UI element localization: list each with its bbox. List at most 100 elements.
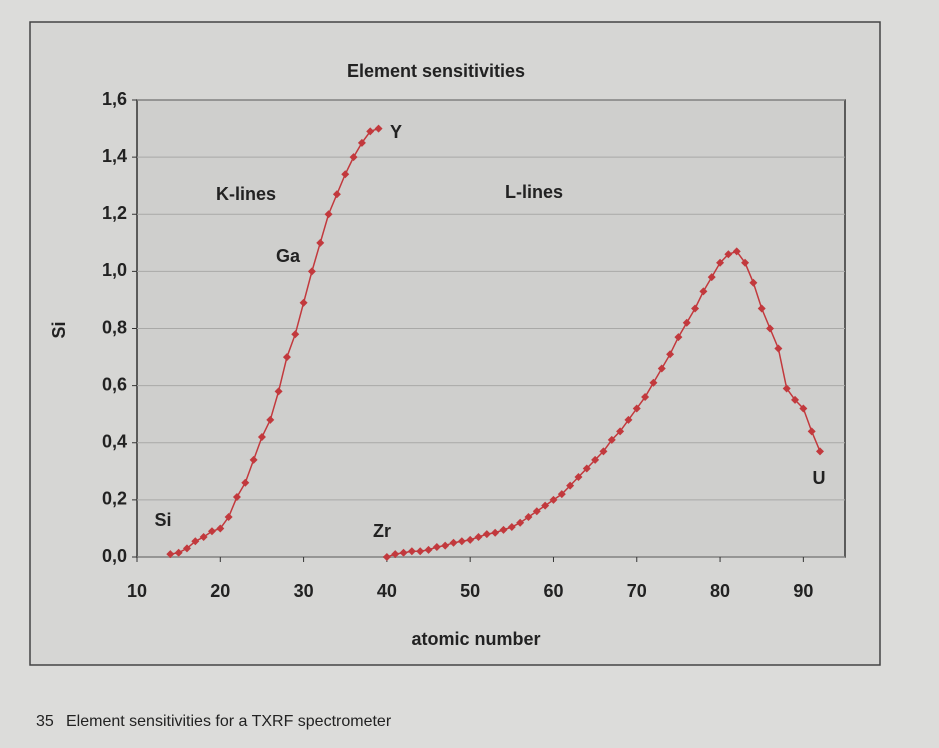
marker bbox=[799, 404, 808, 413]
y-tick-label: 1,4 bbox=[102, 146, 127, 166]
marker bbox=[632, 404, 641, 413]
marker bbox=[649, 378, 658, 387]
y-tick-label: 1,0 bbox=[102, 260, 127, 280]
marker bbox=[549, 495, 558, 504]
y-tick-label: 1,6 bbox=[102, 89, 127, 109]
marker bbox=[624, 415, 633, 424]
marker bbox=[524, 513, 533, 522]
marker bbox=[191, 537, 200, 546]
marker bbox=[174, 548, 183, 557]
caption: Element sensitivities for a TXRF spectro… bbox=[66, 713, 392, 730]
marker bbox=[432, 543, 441, 552]
y-tick-label: 0,8 bbox=[102, 317, 127, 337]
annotation: Si bbox=[154, 510, 171, 530]
marker bbox=[474, 533, 483, 542]
y-tick-label: 0,0 bbox=[102, 546, 127, 566]
x-tick-label: 70 bbox=[627, 581, 647, 601]
y-tick-label: 0,6 bbox=[102, 374, 127, 394]
marker bbox=[691, 304, 700, 313]
marker bbox=[566, 481, 575, 490]
marker bbox=[216, 524, 225, 533]
marker bbox=[782, 384, 791, 393]
marker bbox=[307, 267, 316, 276]
y-tick-label: 1,2 bbox=[102, 203, 127, 223]
annotation: Zr bbox=[373, 521, 391, 541]
x-tick-label: 80 bbox=[710, 581, 730, 601]
marker bbox=[224, 513, 233, 522]
marker bbox=[291, 330, 300, 339]
x-tick-label: 10 bbox=[127, 581, 147, 601]
y-tick-label: 0,4 bbox=[102, 432, 127, 452]
marker bbox=[766, 324, 775, 333]
annotation: Ga bbox=[276, 246, 301, 266]
x-axis-label: atomic number bbox=[411, 629, 540, 649]
marker bbox=[641, 393, 650, 402]
marker bbox=[599, 447, 608, 456]
marker bbox=[682, 318, 691, 327]
marker bbox=[241, 478, 250, 487]
marker bbox=[282, 353, 291, 362]
marker bbox=[616, 427, 625, 436]
marker bbox=[816, 447, 825, 456]
x-tick-label: 20 bbox=[210, 581, 230, 601]
marker bbox=[574, 473, 583, 482]
y-tick-label: 0,2 bbox=[102, 489, 127, 509]
marker bbox=[724, 250, 733, 259]
annotation: Y bbox=[390, 122, 402, 142]
marker bbox=[374, 124, 383, 133]
series-label: L-lines bbox=[505, 182, 563, 202]
marker bbox=[366, 127, 375, 136]
marker bbox=[424, 545, 433, 554]
marker bbox=[757, 304, 766, 313]
marker bbox=[399, 548, 408, 557]
marker bbox=[466, 535, 475, 544]
marker bbox=[557, 490, 566, 499]
marker bbox=[332, 190, 341, 199]
marker bbox=[591, 455, 600, 464]
marker bbox=[582, 464, 591, 473]
marker bbox=[732, 247, 741, 256]
x-tick-label: 30 bbox=[294, 581, 314, 601]
marker bbox=[507, 523, 516, 532]
marker bbox=[207, 527, 216, 536]
marker bbox=[774, 344, 783, 353]
marker bbox=[324, 210, 333, 219]
marker bbox=[257, 433, 266, 442]
marker bbox=[741, 258, 750, 267]
marker bbox=[407, 547, 416, 556]
marker bbox=[166, 550, 175, 559]
marker bbox=[416, 547, 425, 556]
series-label: K-lines bbox=[216, 184, 276, 204]
marker bbox=[249, 455, 258, 464]
marker bbox=[232, 493, 241, 502]
marker bbox=[791, 395, 800, 404]
marker bbox=[516, 518, 525, 527]
marker bbox=[274, 387, 283, 396]
marker bbox=[299, 298, 308, 307]
x-tick-label: 40 bbox=[377, 581, 397, 601]
marker bbox=[716, 258, 725, 267]
annotation: U bbox=[813, 468, 826, 488]
marker bbox=[199, 533, 208, 542]
marker bbox=[541, 501, 550, 510]
marker bbox=[499, 525, 508, 534]
marker bbox=[349, 153, 358, 162]
y-axis-label: Si bbox=[49, 321, 69, 338]
marker bbox=[316, 238, 325, 247]
marker bbox=[457, 537, 466, 546]
marker bbox=[341, 170, 350, 179]
marker bbox=[707, 273, 716, 282]
caption-number: 35 bbox=[36, 713, 54, 730]
marker bbox=[382, 553, 391, 561]
marker bbox=[391, 550, 400, 559]
x-tick-label: 90 bbox=[793, 581, 813, 601]
marker bbox=[657, 364, 666, 373]
marker bbox=[532, 507, 541, 516]
marker bbox=[699, 287, 708, 296]
marker bbox=[357, 138, 366, 147]
marker bbox=[482, 530, 491, 539]
x-tick-label: 60 bbox=[543, 581, 563, 601]
marker bbox=[749, 278, 758, 287]
